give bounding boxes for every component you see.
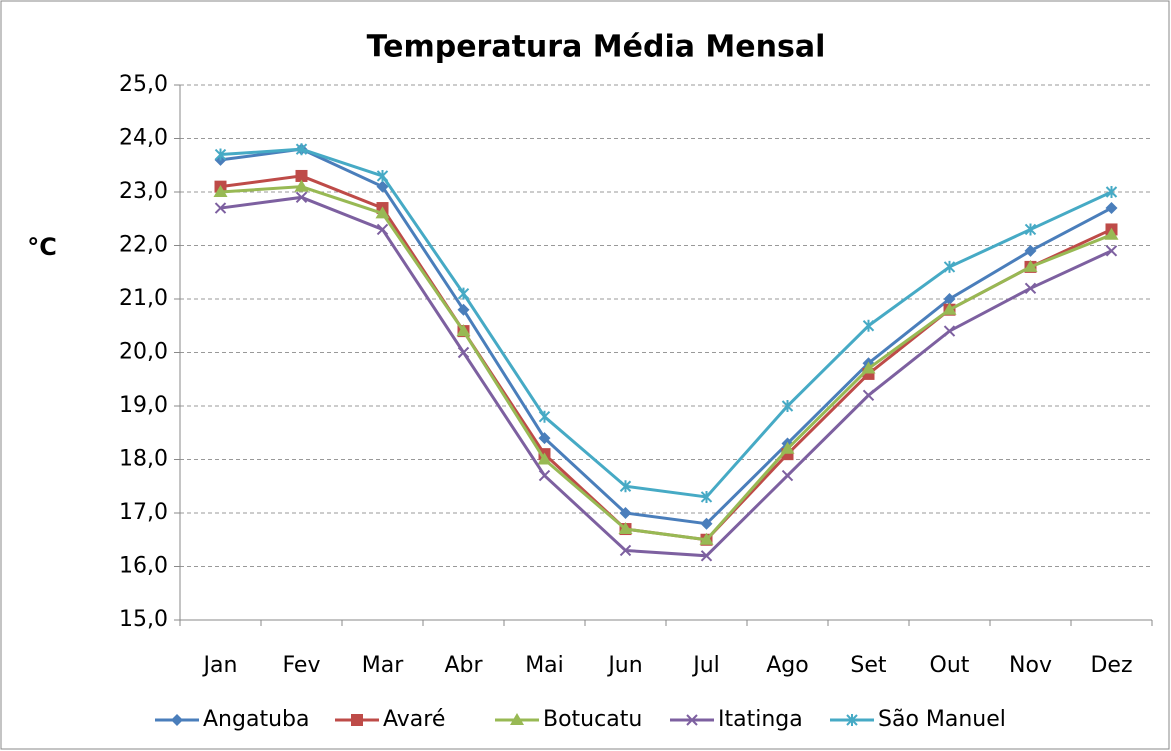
marker bbox=[456, 324, 471, 337]
x-tick-label: Dez bbox=[1090, 653, 1132, 678]
legend-label: Avaré bbox=[383, 707, 445, 732]
x-tick-label: Fev bbox=[282, 653, 320, 678]
marker bbox=[213, 185, 228, 197]
y-tick-label: 22,0 bbox=[119, 233, 168, 258]
marker bbox=[538, 432, 551, 445]
marker bbox=[686, 714, 698, 726]
legend-label: Itatinga bbox=[718, 707, 803, 732]
marker bbox=[510, 713, 524, 725]
marker bbox=[943, 260, 956, 273]
x-tick-label: Jul bbox=[691, 653, 720, 678]
marker bbox=[214, 202, 227, 214]
marker bbox=[943, 293, 956, 305]
marker bbox=[376, 169, 389, 182]
marker bbox=[862, 319, 875, 332]
marker bbox=[861, 361, 876, 374]
marker bbox=[1105, 202, 1118, 215]
marker bbox=[1105, 186, 1118, 198]
y-axis-label: °C bbox=[27, 233, 57, 261]
legend-label: Angatuba bbox=[203, 707, 309, 732]
marker bbox=[295, 143, 308, 156]
legend-item: Itatinga bbox=[670, 707, 803, 732]
marker bbox=[700, 550, 713, 562]
y-tick-label: 24,0 bbox=[119, 126, 168, 151]
y-tick-label: 15,0 bbox=[119, 607, 168, 632]
legend-item: Botucatu bbox=[495, 707, 642, 732]
marker bbox=[538, 410, 551, 423]
marker bbox=[618, 522, 633, 535]
marker bbox=[700, 490, 713, 503]
x-tick-label: Set bbox=[850, 653, 887, 678]
marker bbox=[1105, 245, 1118, 257]
legend-label: Botucatu bbox=[543, 707, 642, 732]
y-tick-label: 18,0 bbox=[119, 447, 168, 472]
marker bbox=[781, 400, 794, 412]
series-line bbox=[220, 195, 1113, 558]
marker bbox=[214, 148, 227, 161]
y-tick-label: 25,0 bbox=[119, 72, 168, 97]
chart-title: Temperatura Média Mensal bbox=[367, 30, 826, 65]
legend-item: Angatuba bbox=[155, 707, 309, 732]
marker bbox=[1024, 223, 1037, 236]
marker bbox=[376, 223, 389, 236]
y-tick-label: 16,0 bbox=[119, 554, 168, 579]
marker bbox=[862, 389, 875, 402]
marker bbox=[619, 544, 632, 557]
series-line bbox=[220, 147, 1113, 526]
marker bbox=[294, 179, 309, 192]
marker bbox=[619, 507, 632, 519]
marker bbox=[699, 532, 714, 545]
marker bbox=[943, 325, 956, 337]
marker bbox=[700, 517, 713, 530]
series-line bbox=[220, 147, 1113, 499]
marker bbox=[375, 206, 390, 219]
marker bbox=[1104, 227, 1119, 240]
marker bbox=[781, 469, 794, 482]
marker bbox=[1024, 244, 1037, 257]
marker bbox=[457, 303, 470, 316]
marker bbox=[780, 441, 795, 454]
legend-item: Avaré bbox=[335, 707, 445, 732]
y-tick-label: 20,0 bbox=[119, 340, 168, 365]
x-tick-label: Nov bbox=[1009, 653, 1052, 678]
marker bbox=[171, 714, 183, 726]
marker bbox=[846, 714, 858, 726]
marker bbox=[619, 480, 632, 493]
marker bbox=[295, 169, 308, 182]
marker bbox=[1023, 259, 1038, 272]
x-tick-label: Mar bbox=[362, 653, 404, 678]
x-tick-label: Out bbox=[930, 653, 970, 678]
marker bbox=[1024, 282, 1037, 295]
marker bbox=[457, 287, 470, 300]
marker bbox=[457, 346, 470, 359]
marker bbox=[537, 452, 552, 465]
y-tick-label: 23,0 bbox=[119, 179, 168, 204]
x-tick-label: Mai bbox=[525, 653, 564, 678]
marker bbox=[538, 469, 551, 482]
y-tick-label: 21,0 bbox=[119, 286, 168, 311]
x-tick-label: Jun bbox=[606, 653, 642, 678]
marker bbox=[376, 180, 389, 193]
series-line bbox=[220, 185, 1113, 542]
x-tick-label: Jan bbox=[202, 653, 238, 678]
legend-item: São Manuel bbox=[830, 707, 1006, 732]
marker bbox=[295, 191, 308, 204]
y-tick-label: 17,0 bbox=[119, 500, 168, 525]
x-tick-label: Ago bbox=[766, 653, 808, 678]
marker bbox=[942, 302, 957, 315]
x-tick-label: Abr bbox=[444, 653, 483, 678]
marker bbox=[351, 714, 363, 726]
y-tick-label: 19,0 bbox=[119, 393, 168, 418]
legend-label: São Manuel bbox=[878, 707, 1006, 732]
